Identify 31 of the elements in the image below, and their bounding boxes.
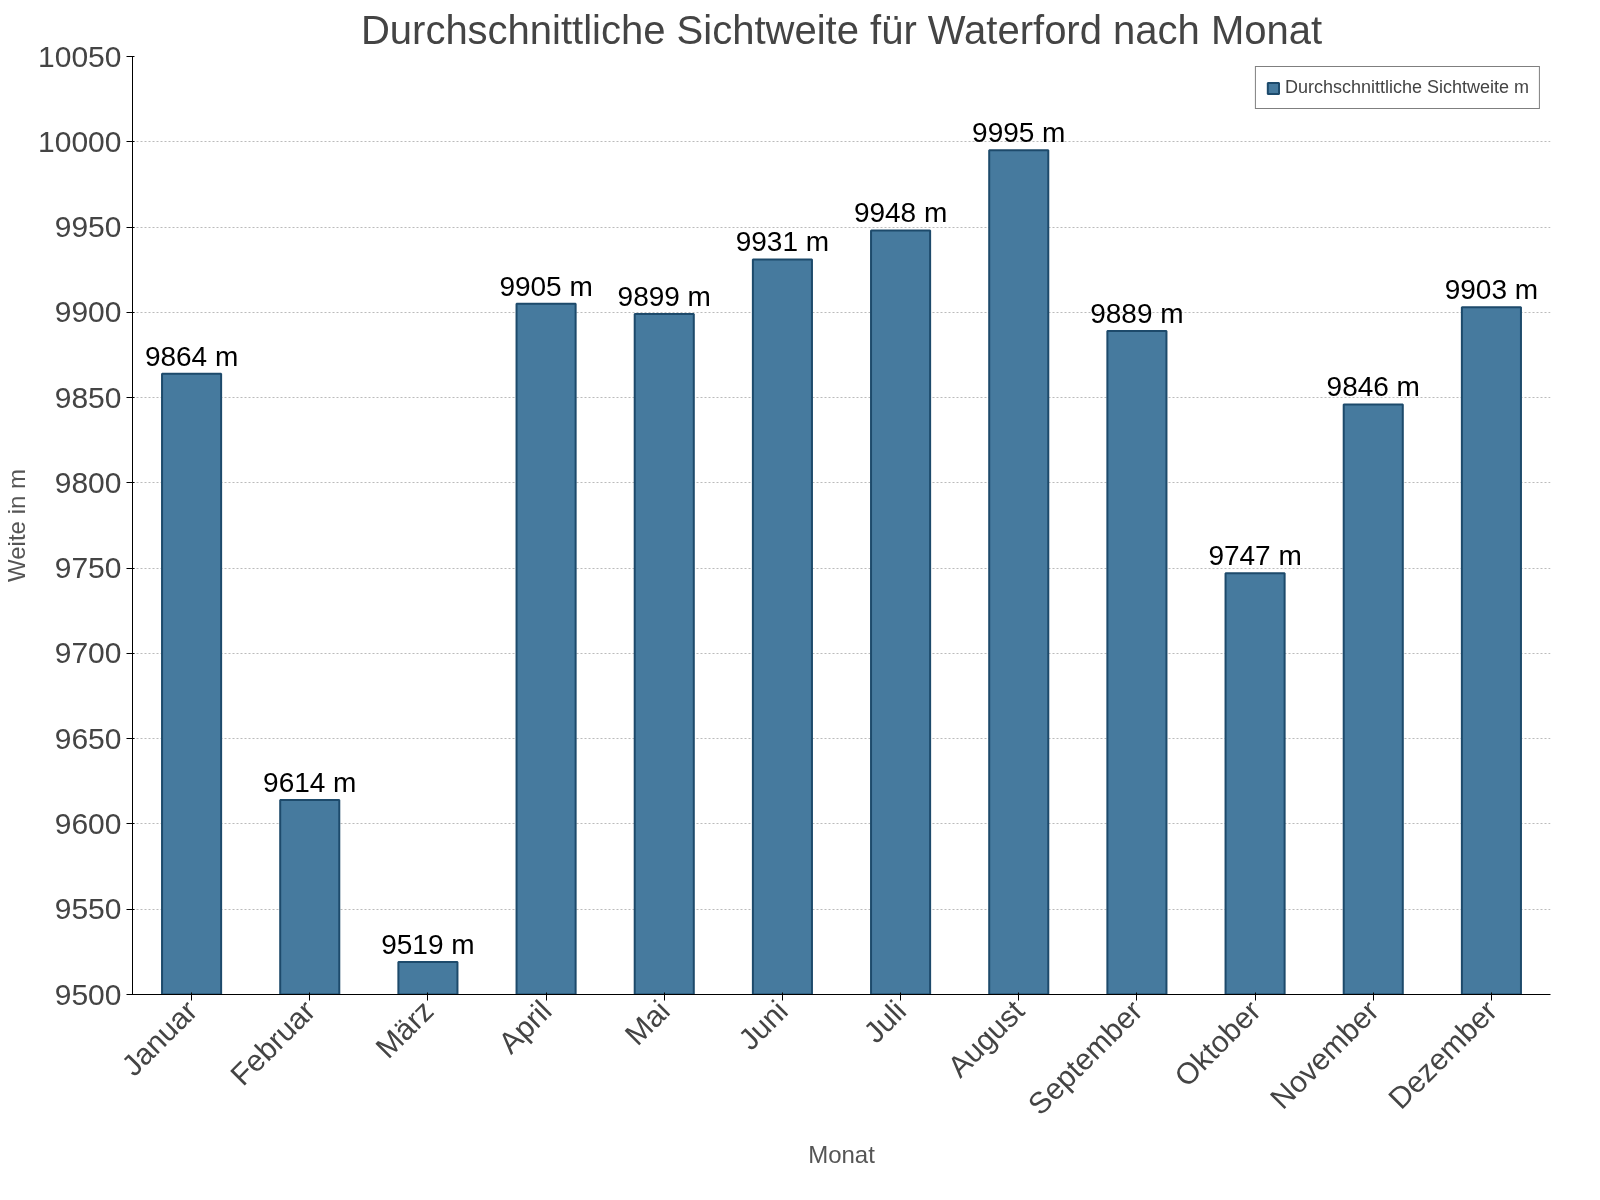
x-tick-label: Mai: [618, 993, 676, 1052]
x-tick-label: Juli: [857, 993, 913, 1049]
y-tick-label: 10000: [38, 124, 122, 158]
y-tick-label: 9950: [54, 210, 122, 244]
data-label: 9899 m: [617, 281, 711, 313]
legend-label: Durchschnittliche Sichtweite m: [1284, 77, 1529, 98]
data-label: 9995 m: [972, 117, 1066, 149]
data-label: 9903 m: [1444, 274, 1539, 306]
data-label: 9519 m: [381, 929, 475, 961]
data-label: 9614 m: [263, 767, 357, 799]
y-tick-label: 9900: [54, 295, 122, 329]
data-label: 9931 m: [735, 226, 830, 258]
x-tick-label: Juni: [731, 993, 795, 1057]
y-tick-label: 9850: [54, 380, 122, 414]
chart-title: Durchschnittliche Sichtweite für Waterford nach Monat: [360, 7, 1323, 52]
y-tick-label: 9800: [54, 465, 122, 499]
y-axis-title: Weite in m: [3, 469, 31, 582]
data-label: 9889 m: [1090, 298, 1184, 330]
data-label: 9905 m: [499, 270, 593, 302]
data-label: 9846 m: [1326, 371, 1420, 403]
y-tick-label: 9500: [54, 977, 122, 1011]
x-axis-title: Monat: [808, 1140, 876, 1168]
y-tick-label: 10050: [38, 39, 122, 73]
data-label: 9948 m: [853, 197, 948, 229]
data-label: 9864 m: [144, 340, 239, 372]
y-tick-label: 9600: [54, 806, 122, 840]
y-tick-label: 9700: [54, 636, 122, 670]
y-tick-label: 9750: [54, 551, 122, 585]
data-label: 9747 m: [1208, 540, 1302, 572]
y-tick-label: 9550: [54, 892, 122, 926]
y-tick-label: 9650: [54, 721, 122, 755]
